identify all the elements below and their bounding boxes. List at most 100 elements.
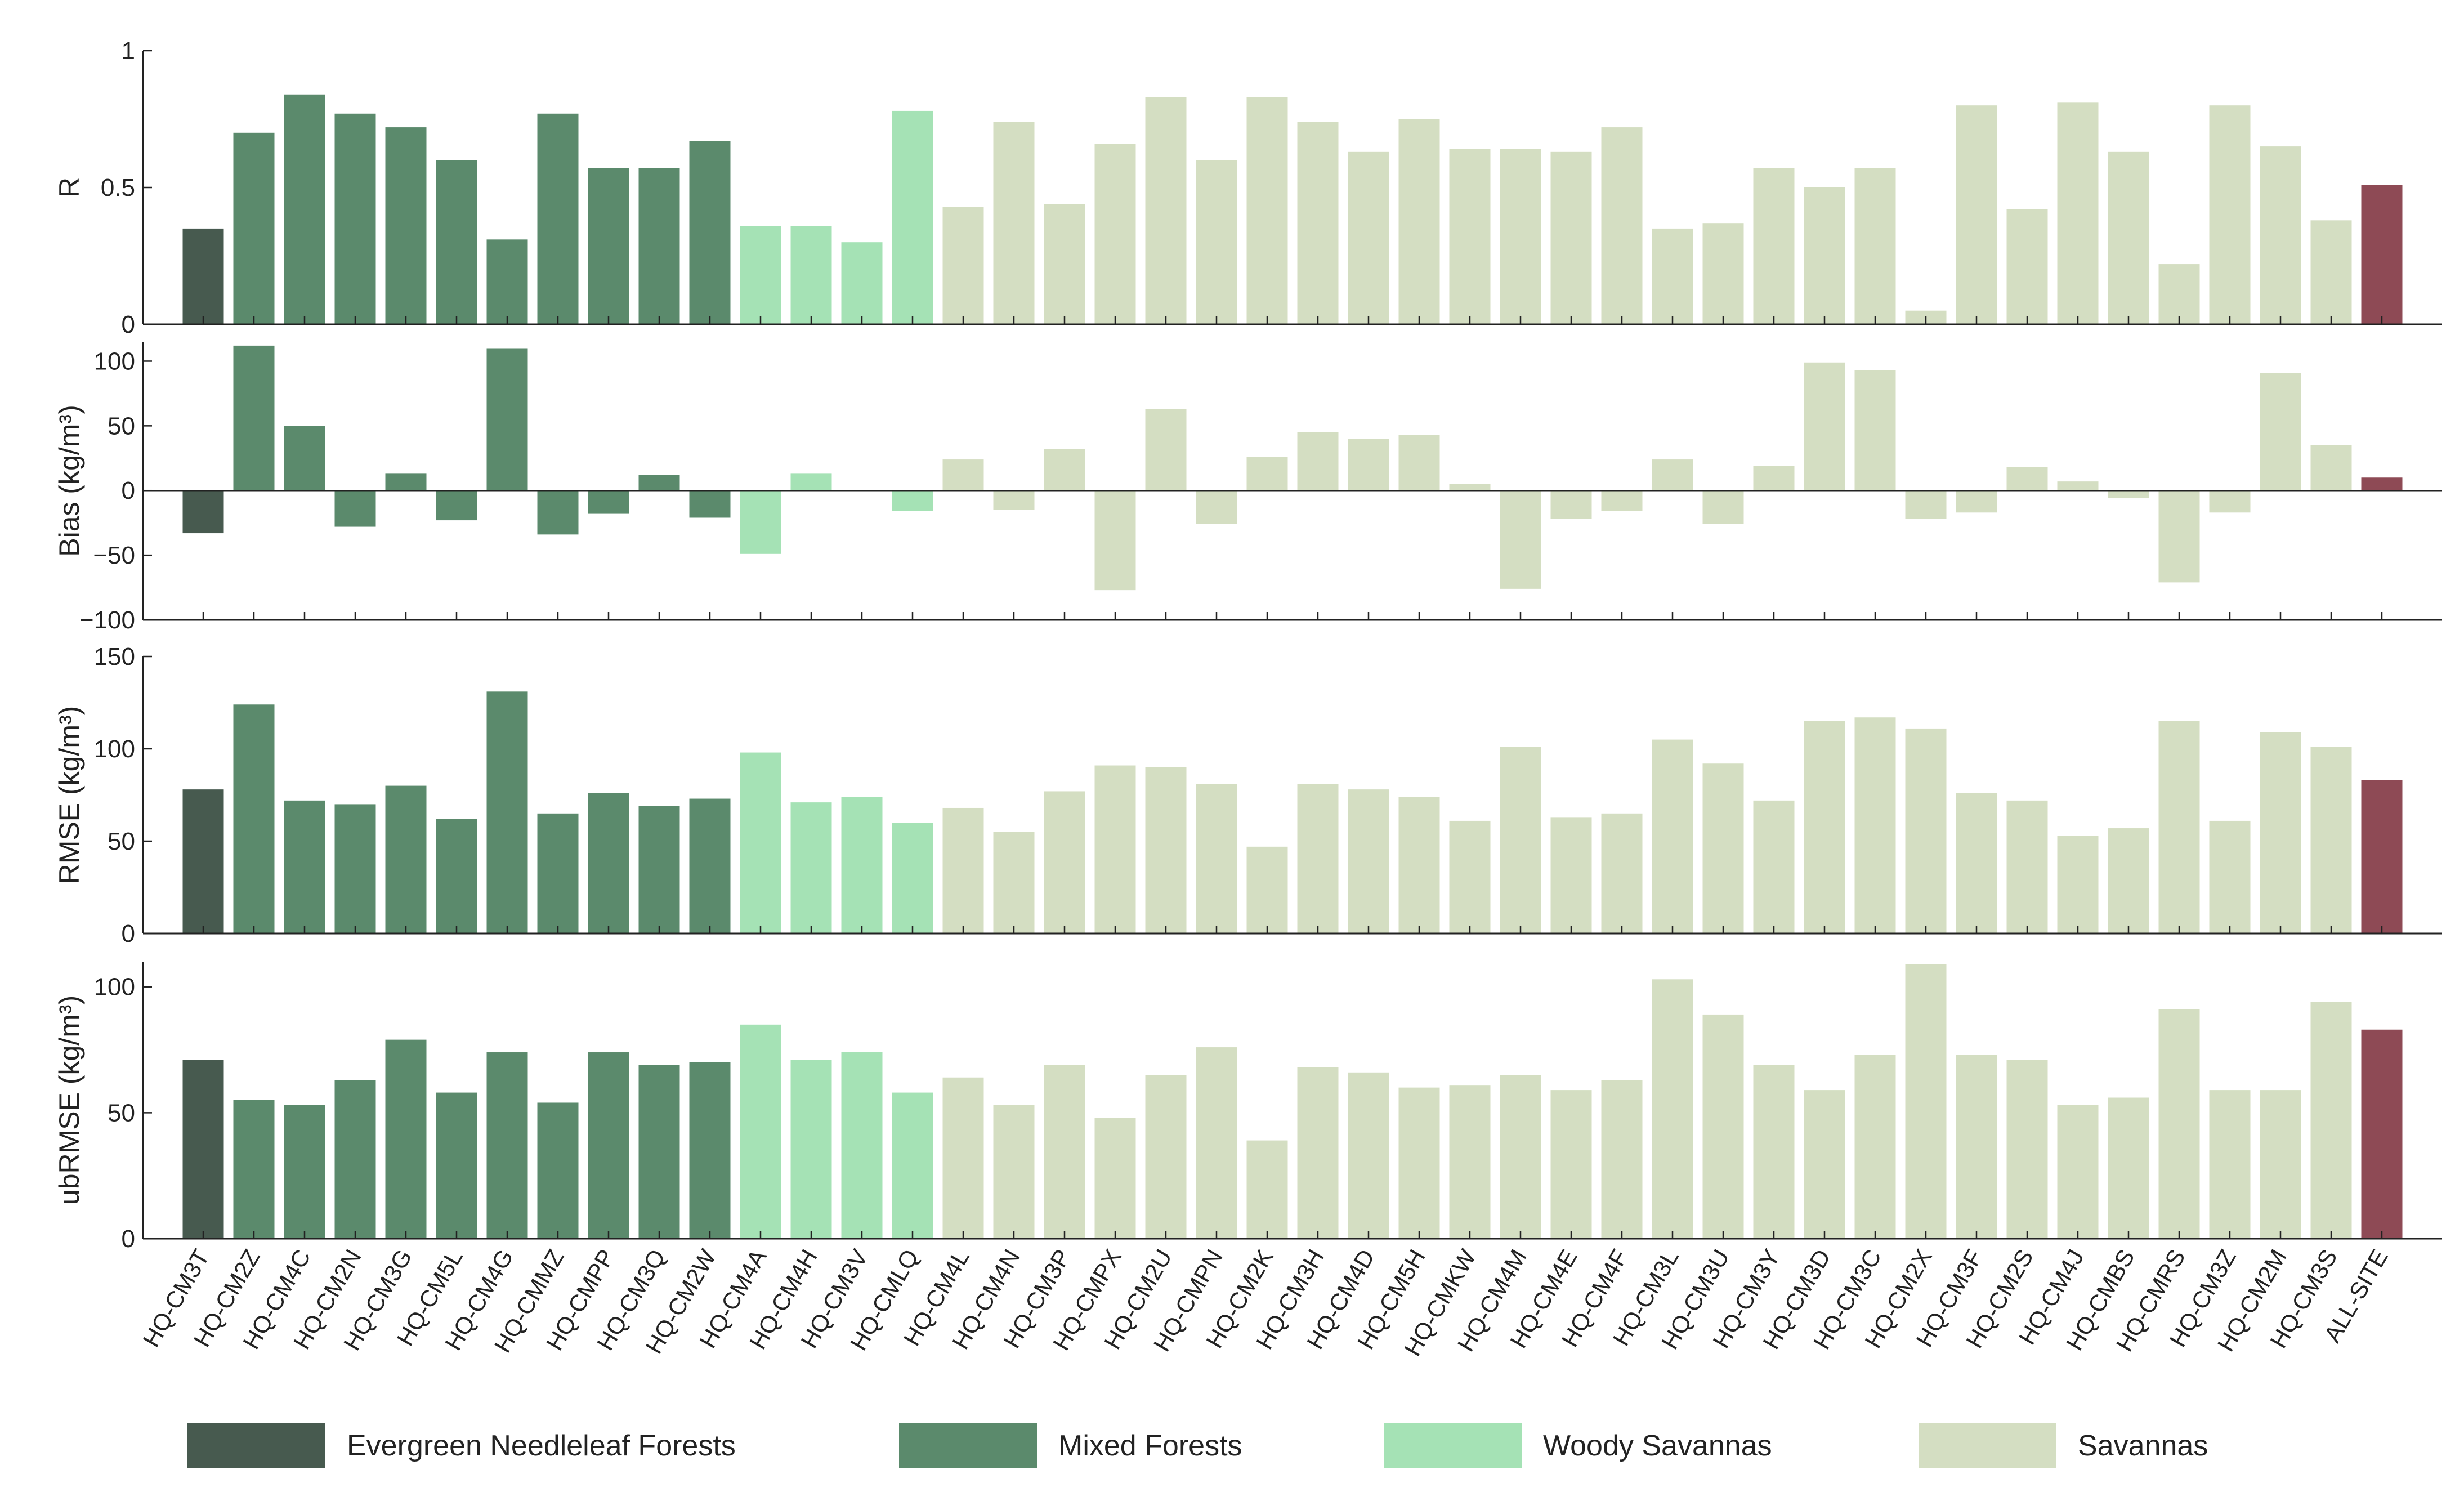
bar-HQ-CMPX [1094, 144, 1136, 325]
bar-HQ-CM3U [1702, 1014, 1744, 1239]
y-axis-label: Bias (kg/m³) [53, 405, 85, 556]
bar-HQ-CMPN [1196, 490, 1237, 524]
bar-HQ-CM5H [1398, 435, 1440, 491]
y-axis-label: R [53, 177, 85, 198]
bar-HQ-CMKW [1449, 1085, 1491, 1239]
bar-HQ-CM2M [2260, 732, 2301, 933]
bar-HQ-CM3L [1652, 228, 1693, 324]
bar-HQ-CM5H [1398, 797, 1440, 933]
bar-HQ-CM2W [689, 141, 731, 324]
bar-HQ-CM3T [182, 1060, 224, 1239]
bar-HQ-CM2Z [233, 704, 275, 933]
bar-HQ-CM4N [993, 832, 1035, 933]
bar-HQ-CM3F [1956, 105, 1997, 324]
bar-HQ-CM4J [2057, 481, 2099, 491]
legend-swatch [899, 1423, 1037, 1468]
legend-swatch [187, 1423, 325, 1468]
bar-ALL-SITE [2361, 477, 2403, 491]
bar-HQ-CM3C [1854, 717, 1896, 933]
bar-HQ-CM4M [1500, 149, 1541, 324]
bar-HQ-CM4D [1348, 789, 1389, 933]
bar-HQ-CM3Z [2209, 820, 2251, 933]
y-axis-label: ubRMSE (kg/m³) [53, 995, 85, 1205]
bar-HQ-CM3T [182, 228, 224, 324]
bar-HQ-CMPX [1094, 765, 1136, 933]
bar-HQ-CM4L [942, 459, 984, 491]
bar-HQ-CMBS [2108, 828, 2149, 933]
bar-HQ-CMPP [588, 1052, 629, 1239]
panel-2: 0 50 100 150 RMSE (kg/m³) [53, 643, 2442, 948]
bar-HQ-CM4A [740, 226, 781, 324]
bar-HQ-CM3S [2310, 1002, 2352, 1239]
bar-HQ-CMLQ [892, 490, 933, 511]
panel-0: 0 0.5 1 R [53, 37, 2442, 338]
bar-HQ-CM4N [993, 1105, 1035, 1239]
bar-HQ-CM4C [284, 426, 325, 491]
bar-HQ-CM4D [1348, 1072, 1389, 1239]
y-tick-label: 50 [108, 412, 135, 440]
bar-HQ-CMPN [1196, 160, 1237, 324]
bar-HQ-CM3L [1652, 459, 1693, 491]
bar-HQ-CM4G [486, 348, 528, 491]
bar-HQ-CM2K [1246, 457, 1288, 491]
bar-HQ-CM2S [2006, 1060, 2048, 1239]
bar-HQ-CM2U [1145, 1075, 1187, 1239]
bar-HQ-CM2K [1246, 1140, 1288, 1239]
legend-label: Woody Savannas [1543, 1430, 1772, 1462]
y-tick-label: 50 [108, 1099, 135, 1127]
bar-HQ-CM3D [1804, 362, 1845, 491]
bar-HQ-CMPP [588, 490, 629, 514]
bar-HQ-CMMZ [537, 1102, 579, 1239]
bar-HQ-CM2X [1905, 964, 1947, 1239]
y-tick-label: 100 [94, 347, 135, 375]
panel-3: 0 50 100 ubRMSE (kg/m³) [53, 962, 2442, 1253]
bar-HQ-CM5L [436, 1092, 477, 1239]
bar-HQ-CM4F [1601, 490, 1643, 511]
bar-HQ-CM4N [993, 122, 1035, 325]
legend-swatch [1919, 1423, 2056, 1468]
bar-HQ-CM4C [284, 94, 325, 324]
bar-HQ-CMRS [2158, 1009, 2200, 1239]
bar-HQ-CM4H [790, 473, 832, 491]
bar-HQ-CM3G [385, 1039, 427, 1239]
bar-HQ-CM4M [1500, 490, 1541, 589]
y-tick-label: 100 [94, 973, 135, 1001]
y-tick-label: 1 [122, 37, 135, 65]
bar-HQ-CM3Y [1753, 466, 1795, 491]
bar-HQ-CM2N [334, 1080, 376, 1239]
panel-1: −100 −50 0 50 100 Bias (kg/m³) [53, 342, 2442, 634]
bar-HQ-CMMZ [537, 490, 579, 535]
bar-HQ-CM3S [2310, 747, 2352, 933]
y-tick-label: 0.5 [101, 174, 135, 202]
bar-HQ-CM2Z [233, 132, 275, 325]
bar-HQ-CM3V [841, 242, 883, 324]
bar-HQ-CM2N [334, 804, 376, 933]
legend-label: Mixed Forests [1058, 1430, 1242, 1462]
bar-HQ-CM3Q [638, 168, 680, 324]
bar-HQ-CM3L [1652, 739, 1693, 933]
bar-HQ-CM2U [1145, 97, 1187, 324]
bar-HQ-CM3H [1297, 784, 1339, 933]
bar-HQ-CM2W [689, 490, 731, 518]
bar-HQ-CM3Q [638, 1065, 680, 1239]
bar-HQ-CMKW [1449, 149, 1491, 324]
bar-HQ-CM4D [1348, 151, 1389, 324]
bar-HQ-CM4F [1601, 127, 1643, 324]
bar-HQ-CM3G [385, 473, 427, 491]
bar-HQ-CM3G [385, 127, 427, 324]
bar-HQ-CM3C [1854, 168, 1896, 324]
y-tick-label: 0 [122, 920, 135, 948]
bar-ALL-SITE [2361, 780, 2403, 933]
bar-HQ-CM5H [1398, 119, 1440, 324]
bar-HQ-CMKW [1449, 820, 1491, 933]
bar-HQ-CMBS [2108, 151, 2149, 324]
bar-HQ-CM3H [1297, 432, 1339, 491]
bar-HQ-CMPN [1196, 784, 1237, 933]
bar-HQ-CM3Y [1753, 800, 1795, 933]
bar-HQ-CM4L [942, 207, 984, 324]
bar-HQ-CM3U [1702, 490, 1744, 524]
y-tick-label: −100 [79, 606, 135, 634]
bar-ALL-SITE [2361, 1029, 2403, 1239]
bar-HQ-CM2K [1246, 846, 1288, 933]
bar-HQ-CM5H [1398, 1087, 1440, 1239]
